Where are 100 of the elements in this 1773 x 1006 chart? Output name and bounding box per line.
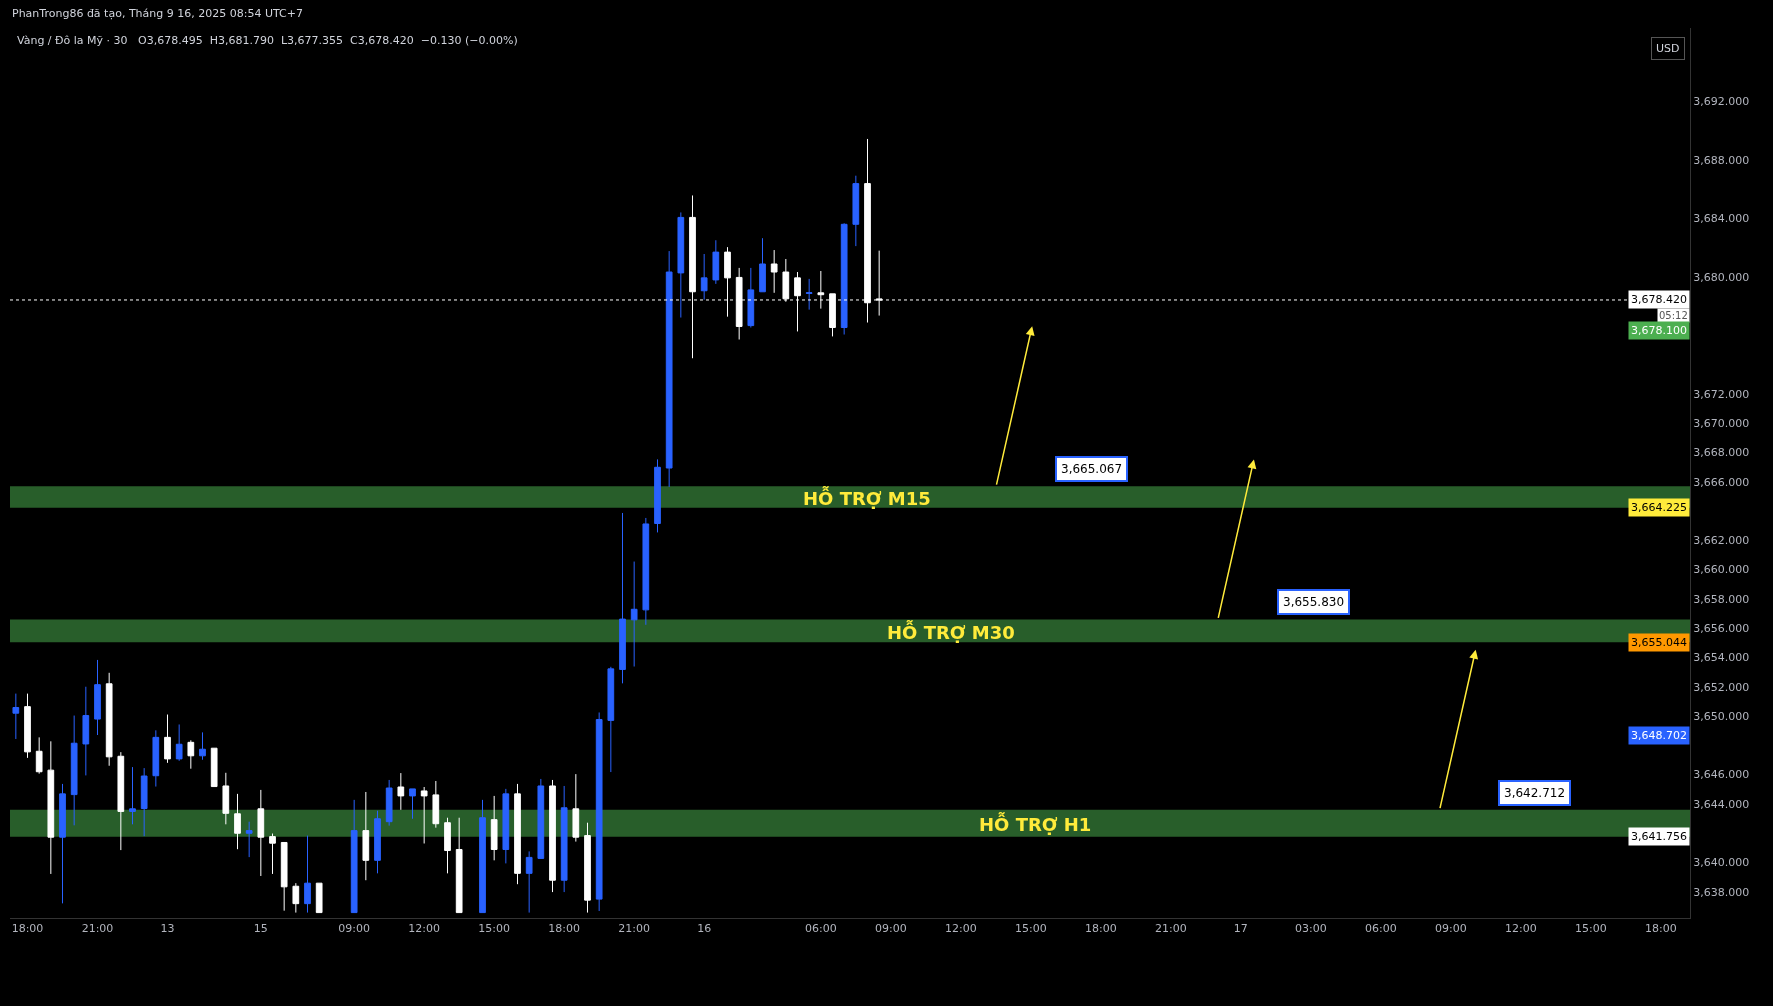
- candlestick: [140, 767, 148, 837]
- annotation: 3,648.702: [1631, 729, 1687, 742]
- y-tick-label: 3,638.000: [1693, 885, 1750, 899]
- y-tick-label: 3,646.000: [1693, 768, 1750, 782]
- candlestick: [525, 850, 533, 914]
- candlestick: [362, 791, 370, 881]
- candlestick: [852, 175, 860, 247]
- candlestick: [47, 740, 55, 875]
- candlestick: [374, 810, 381, 874]
- y-tick-label: 3,644.000: [1693, 797, 1750, 811]
- candlestick: [432, 780, 440, 829]
- candlestick: [584, 822, 591, 914]
- candlestick: [257, 789, 265, 877]
- candlestick: [572, 773, 580, 843]
- ref-line-label: 3,678.420: [1631, 293, 1687, 306]
- y-tick-label: 3,640.000: [1693, 856, 1750, 870]
- y-tick-label: 3,668.000: [1693, 446, 1750, 460]
- candlestick: [24, 693, 31, 759]
- annotation: 3,664.225: [1631, 501, 1687, 514]
- candlestick: [397, 772, 405, 811]
- band-label: HỖ TRỢ H1: [979, 811, 1092, 835]
- candlestick: [490, 795, 498, 861]
- candlestick: [747, 267, 755, 328]
- annotation: 3,641.756: [1631, 830, 1687, 843]
- x-tick-label: 18:00: [548, 922, 581, 936]
- candlestick: [315, 882, 323, 914]
- candlestick: [245, 821, 253, 858]
- x-tick-label: 15:00: [1014, 922, 1047, 936]
- x-tick-label: 16: [697, 922, 712, 936]
- annotation: 3,665.067: [1061, 462, 1123, 476]
- candlestick: [234, 793, 241, 850]
- y-tick-label: 3,680.000: [1693, 270, 1750, 284]
- y-tick-label: 3,654.000: [1693, 651, 1750, 665]
- candlestick: [350, 799, 358, 914]
- candlestick: [455, 817, 463, 914]
- x-tick-label: 15:00: [478, 922, 511, 936]
- candlestick: [409, 788, 416, 820]
- candlestick: [70, 715, 78, 826]
- y-tick-label: 3,660.000: [1693, 563, 1750, 577]
- x-tick-label: 06:00: [1364, 922, 1397, 936]
- y-tick-label: 3,652.000: [1693, 680, 1750, 694]
- candlestick: [549, 779, 556, 893]
- candlestick: [82, 686, 90, 776]
- candlestick: [210, 747, 218, 788]
- annotation: 3,642.712: [1504, 786, 1566, 800]
- candlestick: [12, 693, 20, 740]
- candlestick: [199, 731, 206, 761]
- candlestick: [712, 239, 720, 285]
- candlestick: [152, 729, 160, 788]
- y-tick-label: 3,650.000: [1693, 709, 1750, 723]
- candlestick: [654, 458, 661, 533]
- band-label: HỖ TRỢ M30: [887, 619, 1015, 643]
- x-tick-label: 09:00: [874, 922, 907, 936]
- annotation: 3,655.044: [1631, 636, 1687, 649]
- candlestick: [537, 778, 545, 859]
- candlestick: [642, 517, 650, 626]
- candlestick: [164, 714, 171, 764]
- x-tick-label: 12:00: [408, 922, 441, 936]
- candlestick: [292, 882, 300, 914]
- x-tick-label: 12:00: [1504, 922, 1537, 936]
- candlestick: [444, 817, 451, 874]
- candlestick: [630, 561, 638, 668]
- y-tick-label: 3,658.000: [1693, 592, 1750, 606]
- x-tick-label: 17: [1233, 922, 1248, 936]
- candlestick: [385, 779, 393, 827]
- candlestick: [175, 723, 183, 762]
- candlestick: [280, 841, 288, 912]
- x-tick-label: 18:00: [1644, 922, 1677, 936]
- annotation: USD: [1656, 42, 1680, 55]
- x-tick-label: 12:00: [944, 922, 977, 936]
- candlestick: [94, 659, 101, 736]
- candlestick: [502, 788, 510, 864]
- x-tick-label: 21:00: [618, 922, 651, 936]
- x-tick-label: 21:00: [1154, 922, 1187, 936]
- x-tick-label: 09:00: [338, 922, 371, 936]
- x-tick-label: 09:00: [1434, 922, 1467, 936]
- x-tick-label: 15: [253, 922, 268, 936]
- candlestick: [479, 799, 486, 914]
- candlestick: [187, 739, 195, 770]
- x-tick-label: 13: [160, 922, 175, 936]
- annotation: 05:12: [1659, 310, 1688, 321]
- x-tick-label: 03:00: [1294, 922, 1327, 936]
- candlestick: [700, 253, 708, 301]
- candlestick: [117, 751, 125, 851]
- candlestick: [269, 833, 276, 875]
- candlestick: [514, 783, 521, 885]
- y-tick-label: 3,688.000: [1693, 153, 1750, 167]
- text: Vàng / Đô la Mỹ · 30 O3,678.495 H3,681.790 L3,677.355 C3,678.420 −0.130 (−0.00%): [17, 34, 518, 47]
- x-tick-label: 18:00: [11, 922, 44, 936]
- y-tick-label: 3,662.000: [1693, 534, 1750, 548]
- annotation: 3,655.830: [1283, 595, 1345, 609]
- band-label: HỖ TRỢ M15: [803, 485, 931, 509]
- candlestick: [59, 783, 66, 904]
- candlestick: [420, 786, 428, 844]
- x-tick-label: 18:00: [1084, 922, 1117, 936]
- y-tick-label: 3,670.000: [1693, 417, 1750, 431]
- y-tick-label: 3,656.000: [1693, 622, 1750, 636]
- y-tick-label: 3,692.000: [1693, 95, 1750, 109]
- candlestick: [35, 736, 43, 775]
- candlestick: [665, 250, 673, 488]
